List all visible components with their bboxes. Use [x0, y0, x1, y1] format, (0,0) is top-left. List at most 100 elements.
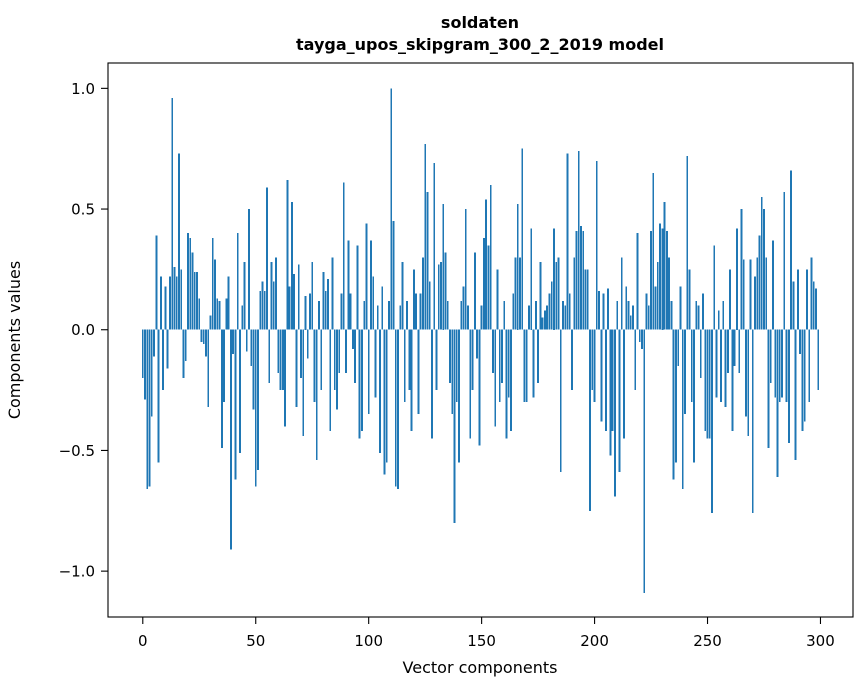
bar — [153, 329, 155, 357]
bar — [324, 291, 327, 330]
bar — [467, 305, 469, 330]
y-tick-label: −0.5 — [59, 442, 95, 460]
bar — [769, 329, 772, 383]
bar — [632, 305, 634, 330]
bar — [338, 329, 341, 374]
bar — [665, 230, 668, 330]
x-tick-label: 50 — [246, 632, 265, 650]
y-tick-label: −1.0 — [59, 563, 95, 581]
bar — [740, 209, 743, 330]
bar — [268, 329, 271, 383]
bar — [489, 184, 492, 330]
bar — [281, 329, 284, 391]
bar — [543, 310, 546, 330]
bar — [589, 329, 591, 511]
bar — [498, 329, 501, 403]
bar — [688, 269, 691, 330]
bar — [742, 259, 745, 330]
bar — [778, 329, 781, 403]
bar — [722, 300, 725, 330]
bar — [546, 305, 549, 330]
bar — [216, 298, 219, 330]
bar — [198, 298, 201, 330]
bar — [810, 257, 813, 330]
bar — [412, 269, 415, 330]
bar — [519, 257, 521, 330]
bar — [451, 329, 454, 415]
y-axis-label: Components values — [5, 261, 24, 419]
bar — [767, 329, 770, 449]
bar — [336, 329, 338, 410]
bar — [548, 293, 551, 330]
bar — [446, 300, 449, 330]
bar — [220, 329, 223, 449]
bar — [286, 180, 289, 330]
bar — [462, 286, 465, 330]
bar — [735, 228, 738, 330]
bar — [507, 329, 510, 398]
bar — [661, 228, 664, 330]
bar — [512, 293, 515, 330]
bar — [654, 286, 657, 330]
bar — [731, 329, 734, 432]
bar — [643, 329, 646, 593]
bar — [356, 245, 359, 330]
bar — [193, 271, 196, 330]
bar — [729, 269, 732, 330]
bar — [379, 329, 381, 453]
bar — [711, 329, 713, 514]
bar — [559, 329, 562, 473]
bar — [733, 329, 736, 366]
bar — [444, 252, 447, 330]
bar — [245, 329, 248, 352]
y-tick-label: 0.5 — [71, 201, 95, 219]
bar — [580, 225, 582, 330]
bar — [482, 238, 485, 330]
bar — [598, 291, 600, 330]
y-axis-ticks: 1.0 0.5 0.0 −0.5 −1.0 — [59, 80, 108, 581]
bar — [182, 329, 185, 379]
bar — [591, 329, 594, 391]
bar — [157, 329, 160, 463]
bar — [760, 196, 763, 330]
x-tick-label: 0 — [138, 632, 148, 650]
bar — [521, 148, 524, 330]
bar — [562, 300, 564, 330]
bar — [787, 329, 790, 444]
bar — [713, 245, 716, 330]
bar — [647, 305, 650, 330]
bar — [487, 245, 490, 330]
bar — [756, 257, 759, 330]
x-tick-label: 200 — [580, 632, 609, 650]
bar — [159, 276, 162, 330]
bar — [471, 329, 474, 391]
bar — [146, 329, 149, 490]
bar — [629, 315, 632, 330]
bar — [180, 269, 183, 330]
bar — [539, 262, 542, 330]
bar — [232, 329, 235, 354]
x-tick-label: 250 — [693, 632, 722, 650]
bar — [464, 209, 467, 330]
bar — [806, 269, 808, 330]
bar — [148, 329, 151, 487]
bar — [803, 329, 806, 422]
bar — [315, 329, 318, 461]
bar — [679, 286, 682, 330]
bar — [166, 329, 169, 369]
y-tick-label: 1.0 — [71, 80, 95, 98]
bar — [327, 279, 329, 330]
bar — [763, 209, 765, 330]
bar — [586, 269, 589, 330]
bar — [297, 264, 300, 330]
bar — [392, 221, 395, 330]
bar — [347, 240, 350, 330]
bar — [616, 300, 619, 330]
bar — [207, 329, 210, 407]
bar — [175, 276, 178, 330]
bar — [397, 329, 399, 490]
bar — [575, 230, 578, 330]
bar — [530, 228, 533, 330]
bar — [331, 257, 334, 330]
